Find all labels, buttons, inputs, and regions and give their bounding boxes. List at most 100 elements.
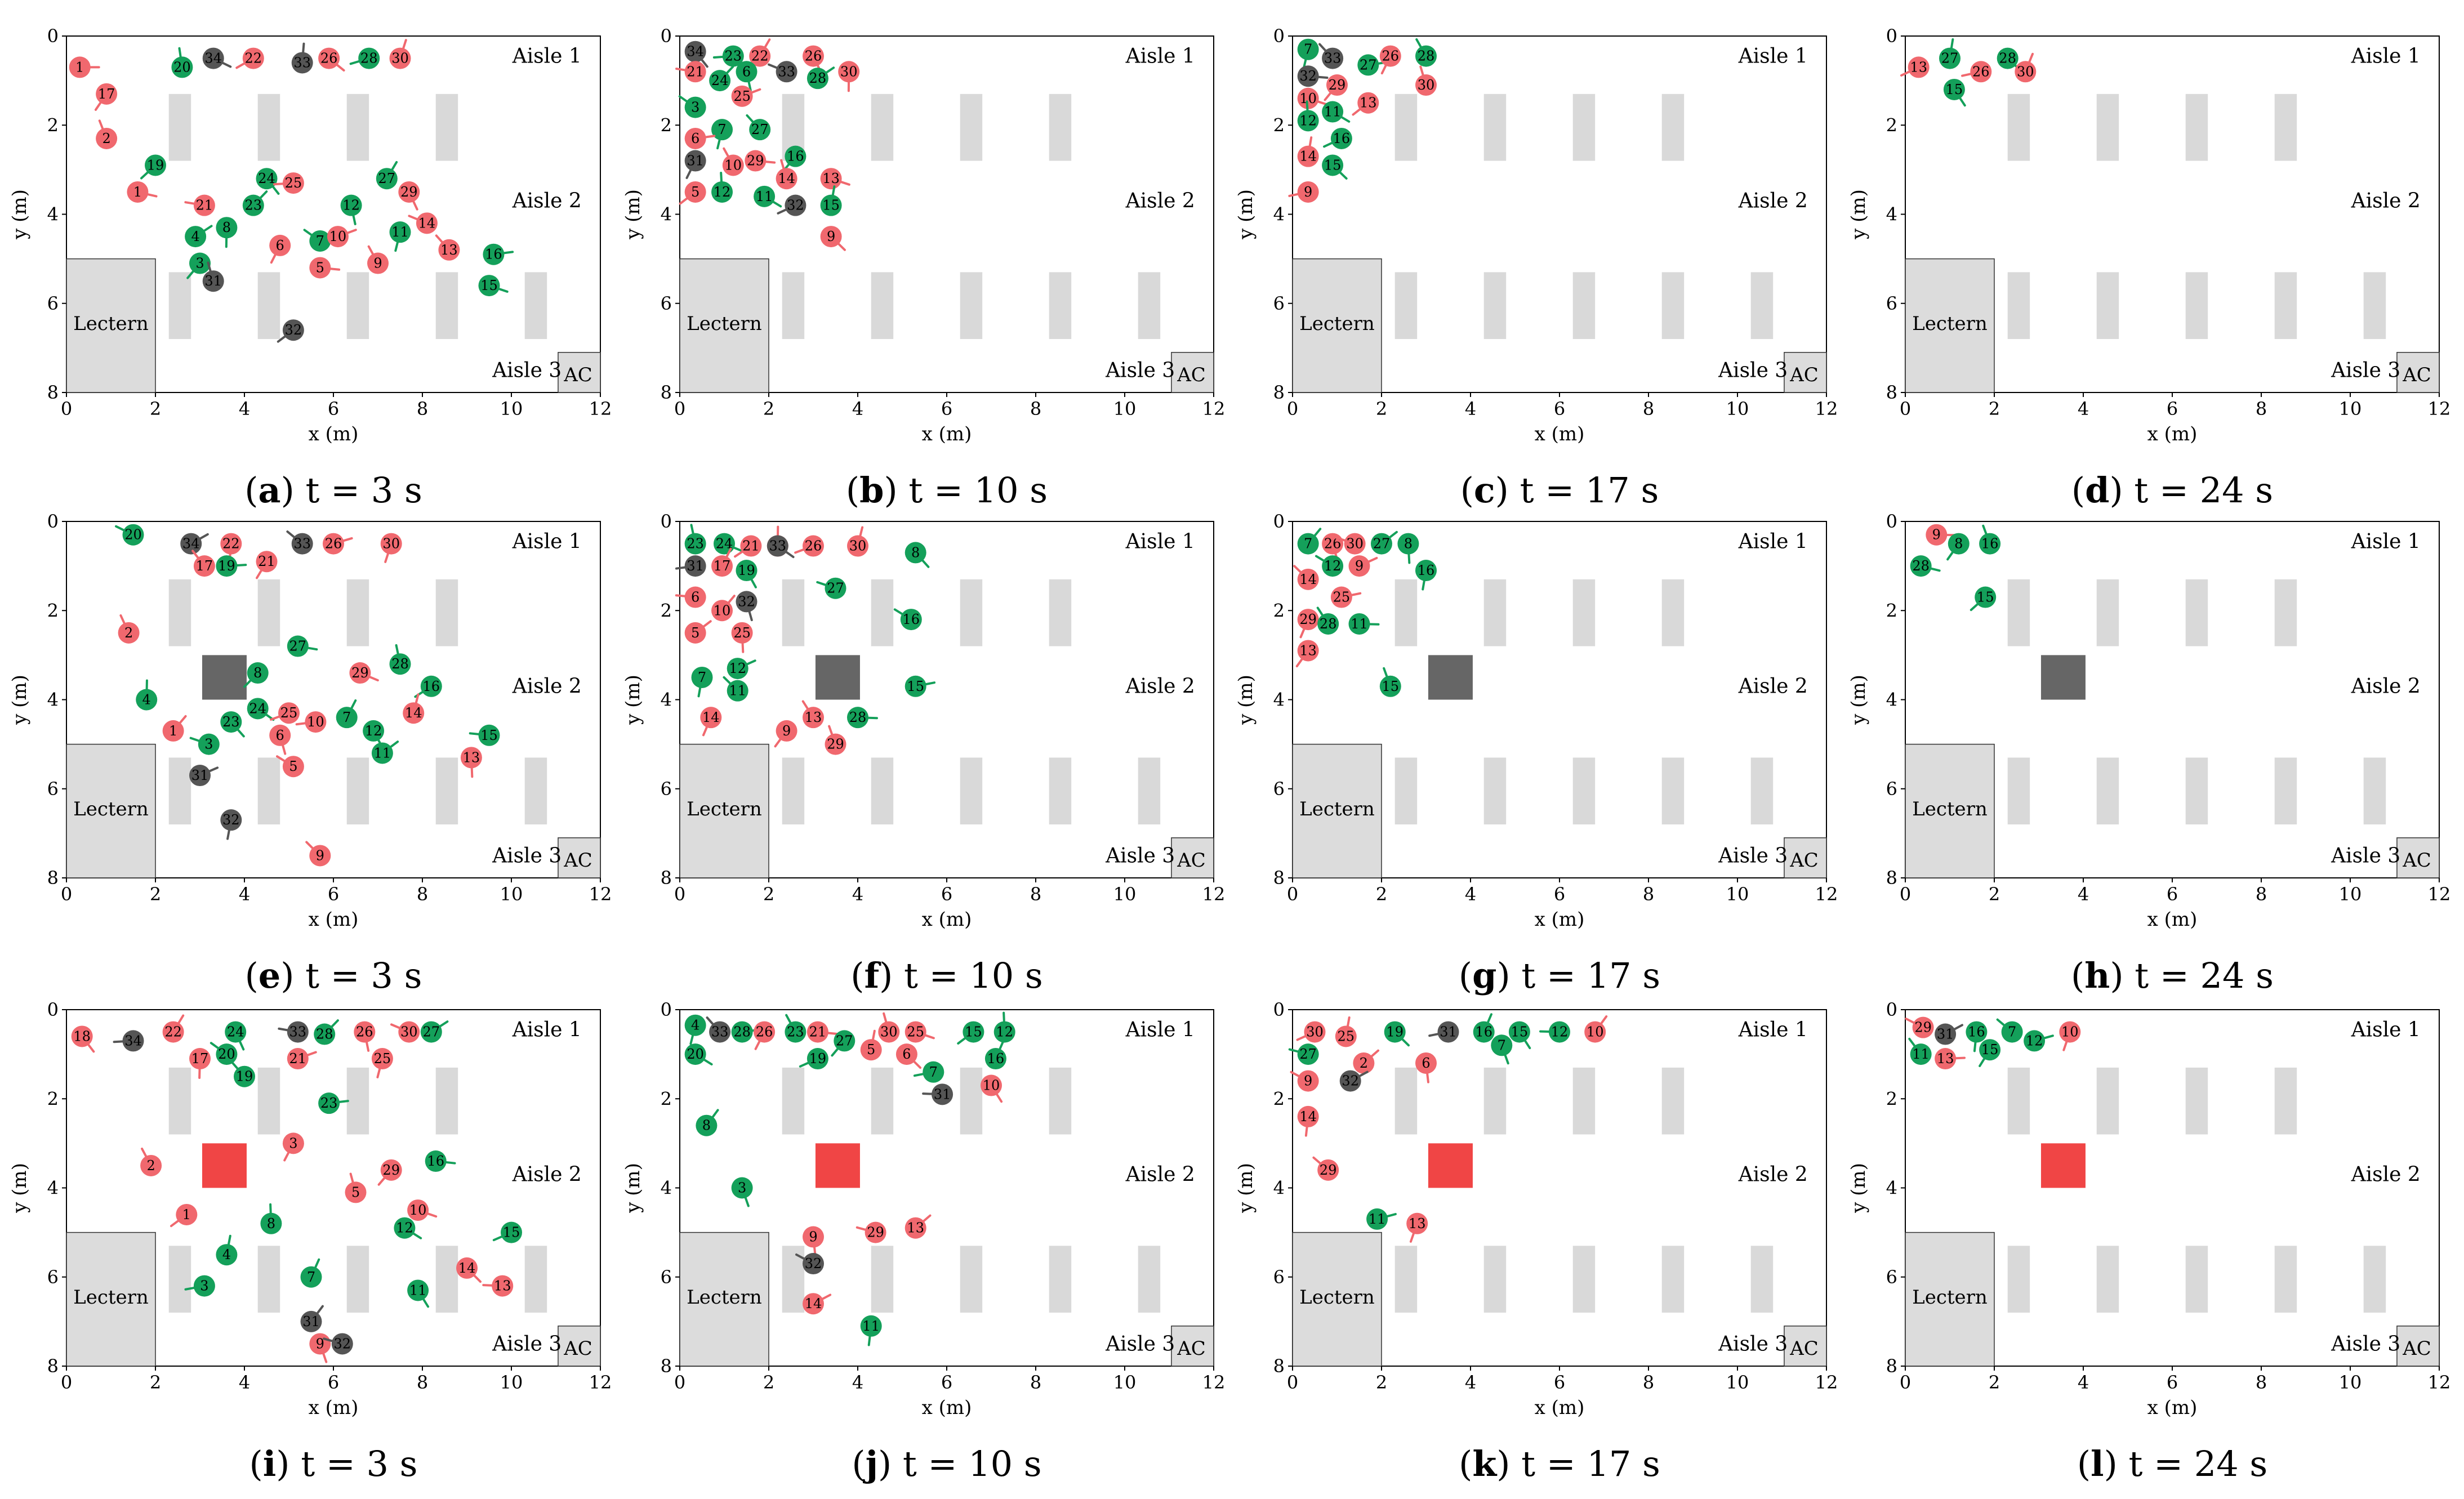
agent-marker: 26	[1379, 45, 1401, 75]
agent-marker: 26	[318, 47, 345, 72]
agent-marker: 32	[795, 1253, 824, 1275]
agent-marker: 7	[913, 1061, 944, 1083]
agent-marker: 11	[723, 676, 748, 702]
agent-id: 27	[1299, 1046, 1317, 1062]
agent-id: 26	[805, 48, 822, 64]
agent-id: 31	[934, 1086, 951, 1102]
agent-dot	[363, 720, 385, 742]
agent-marker: 19	[736, 560, 758, 588]
agent-id: 11	[374, 745, 391, 761]
x-tick-label: 10	[1726, 398, 1749, 420]
agent-dot	[820, 226, 842, 248]
agent-dot	[981, 1074, 1002, 1096]
agent-id: 22	[164, 1024, 182, 1040]
agent-dot	[1997, 47, 2019, 69]
agent-dot	[684, 96, 706, 118]
agent-dot	[785, 1021, 807, 1043]
panel-l: Lectern AC Aisle 1 Aisle 2 Aisle 3 0 2 4 6 8 10 12 0…	[1847, 999, 2450, 1484]
desk	[2185, 757, 2208, 825]
aisle-2-label: Aisle 2	[2351, 190, 2421, 213]
x-tick-label: 0	[674, 398, 685, 420]
agent-marker: 19	[1384, 1021, 1410, 1047]
x-tick-label: 4	[2078, 1372, 2089, 1393]
x-tick-label: 6	[328, 884, 339, 905]
agent-dot	[984, 1048, 1006, 1070]
agent-marker: 33	[706, 1016, 731, 1043]
agent-marker: 11	[1908, 1037, 1932, 1065]
y-tick-label: 8	[1273, 867, 1285, 889]
agent-marker: 29	[745, 150, 776, 172]
agent-dot	[287, 1048, 309, 1070]
agent-dot	[1549, 1021, 1570, 1043]
y-tick-label: 4	[661, 204, 672, 225]
desk	[2007, 757, 2030, 825]
agent-id: 15	[1977, 590, 1994, 605]
ac-label: AC	[563, 849, 592, 872]
lectern-block	[1905, 743, 1995, 878]
agent-marker: 12	[394, 1217, 422, 1239]
agent-id: 12	[996, 1024, 1013, 1040]
agent-dot	[1297, 145, 1319, 167]
agent-id: 17	[714, 558, 731, 574]
agent-id: 34	[687, 44, 704, 60]
y-tick-label: 2	[47, 114, 59, 136]
agent-dot	[247, 698, 269, 720]
x-tick-label: 4	[239, 884, 250, 905]
agent-id: 1	[75, 59, 84, 75]
agent-dot	[1473, 1021, 1495, 1043]
agent-marker: 17	[189, 1048, 211, 1079]
y-tick-label: 6	[661, 293, 672, 314]
agent-id: 28	[733, 1024, 751, 1040]
agent-marker: 16	[1473, 1013, 1495, 1043]
agent-id: 29	[747, 153, 764, 169]
agent-id: 3	[691, 100, 699, 115]
desk	[871, 1246, 894, 1313]
ac-label: AC	[1177, 849, 1206, 872]
agent-dot	[1317, 613, 1339, 635]
agent-dot	[376, 168, 398, 190]
y-tick-label: 0	[1273, 25, 1285, 47]
agent-marker: 30	[2015, 52, 2037, 83]
agent-id: 34	[204, 51, 222, 66]
desk	[1483, 1246, 1507, 1313]
agent-id: 6	[691, 590, 699, 605]
desk	[257, 272, 280, 340]
agent-dot	[278, 702, 300, 724]
x-tick-label: 0	[1900, 398, 1911, 420]
desk	[168, 1067, 191, 1135]
desk	[1483, 1067, 1507, 1135]
agent-id: 3	[204, 737, 213, 752]
panel-caption: (c) t = 17 s	[1460, 470, 1659, 511]
agent-marker: 13	[1935, 1048, 1966, 1070]
agent-id: 25	[374, 1051, 391, 1067]
y-tick-label: 4	[1273, 204, 1285, 225]
agent-marker: 15	[469, 724, 500, 746]
agent-marker: 13	[460, 747, 482, 778]
x-axis-label: x (m)	[922, 423, 972, 445]
agent-id: 14	[1299, 572, 1317, 587]
x-tick-label: 12	[2428, 398, 2451, 420]
agent-marker: 9	[820, 226, 846, 251]
agent-dot	[122, 1030, 144, 1052]
agent-id: 33	[769, 538, 787, 554]
y-tick-label: 8	[1886, 867, 1897, 889]
agent-dot	[807, 68, 828, 90]
desk	[1572, 579, 1596, 646]
agent-marker: 1	[162, 715, 187, 742]
x-tick-label: 8	[1030, 884, 1041, 905]
agent-id: 30	[2017, 64, 2034, 79]
agent-dot	[709, 70, 731, 92]
agent-dot	[331, 1333, 353, 1355]
agent-id: 13	[1299, 643, 1317, 658]
desk	[346, 1067, 369, 1135]
agent-marker: 5	[860, 1029, 882, 1061]
desk	[871, 93, 894, 161]
desk	[1394, 1067, 1418, 1135]
agent-dot	[171, 56, 193, 78]
agent-id: 5	[691, 184, 699, 200]
agent-dot	[1297, 568, 1319, 590]
agent-marker: 14	[1297, 136, 1319, 167]
agent-id: 32	[334, 1336, 351, 1351]
x-tick-label: 4	[852, 398, 863, 420]
agent-marker: 31	[684, 150, 706, 179]
